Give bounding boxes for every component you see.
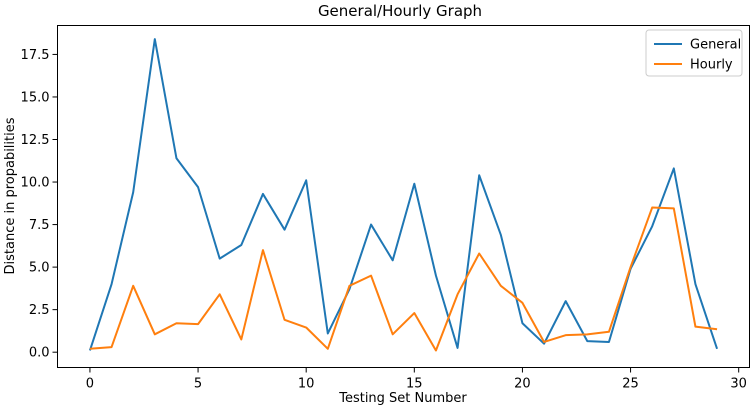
y-tick-label: 2.5 [29, 303, 50, 318]
y-tick-label: 12.5 [21, 133, 50, 148]
x-tick-label: 25 [622, 377, 639, 392]
x-tick-label: 5 [194, 377, 202, 392]
series-line-hourly [89, 206, 718, 352]
x-tick-label: 20 [514, 377, 531, 392]
x-axis-title: Testing Set Number [338, 391, 467, 406]
x-tick-label: 15 [406, 377, 423, 392]
y-tick-label: 7.5 [29, 218, 50, 233]
y-axis-title: Distance in propabilities [3, 117, 18, 274]
y-tick-label: 5.0 [29, 261, 50, 276]
y-tick-label: 15.0 [21, 90, 50, 105]
x-tick-label: 10 [298, 377, 315, 392]
plot-frame [57, 25, 750, 368]
legend-label-general: General [690, 38, 741, 53]
x-tick-label: 30 [730, 377, 747, 392]
y-axis: 0.0 2.5 5.0 7.5 10.0 12.5 15.0 17.5 [21, 48, 58, 361]
chart-title: General/Hourly Graph [318, 2, 482, 20]
series-line-general [88, 38, 719, 351]
series-lines [88, 38, 719, 352]
y-tick-label: 0.0 [29, 346, 50, 361]
legend-label-hourly: Hourly [690, 58, 733, 73]
x-tick-label: 0 [86, 377, 94, 392]
x-axis: 0 5 10 15 20 25 30 [86, 367, 747, 392]
y-tick-label: 17.5 [21, 48, 50, 63]
y-tick-label: 10.0 [21, 176, 50, 191]
legend: General Hourly [645, 29, 743, 77]
